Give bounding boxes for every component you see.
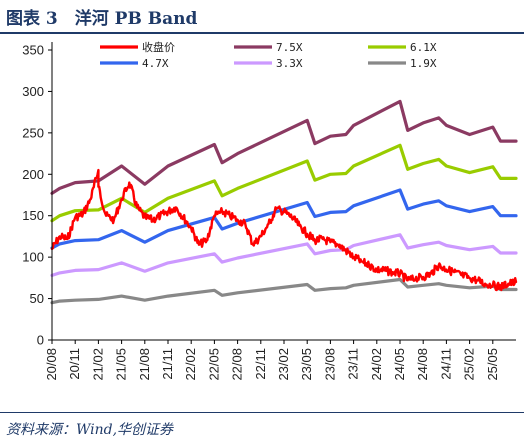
x-tick-label: 21/11 bbox=[160, 348, 175, 380]
source-note: 资料来源：Wind,华创证券 bbox=[6, 422, 174, 438]
series-6-1x-line bbox=[50, 143, 518, 223]
series-4-7x-line bbox=[50, 188, 518, 250]
x-tick-label: 22/05 bbox=[206, 348, 221, 381]
x-tick-label: 23/08 bbox=[322, 348, 337, 381]
x-tick-label: 24/05 bbox=[392, 348, 407, 381]
legend-4-7x-entry: 4.7X bbox=[100, 57, 169, 70]
title-divider bbox=[0, 32, 524, 34]
figure-title: 图表 3 洋河 PB Band bbox=[6, 9, 198, 29]
legend-label: 7.5X bbox=[276, 41, 303, 54]
series-7-5x-line bbox=[50, 99, 518, 195]
y-tick-label: 250 bbox=[22, 125, 44, 140]
x-tick-label: 21/05 bbox=[114, 348, 129, 381]
y-tick-label: 300 bbox=[22, 84, 44, 99]
legend-1-9x-entry: 1.9X bbox=[368, 57, 437, 70]
legend-price-entry: 收盘价 bbox=[100, 40, 175, 54]
legend-7-5x-entry: 7.5X bbox=[234, 41, 303, 54]
legend-label: 1.9X bbox=[410, 57, 437, 70]
legend-label: 收盘价 bbox=[142, 40, 175, 54]
x-tick-label: 22/08 bbox=[230, 348, 245, 381]
legend-label: 6.1X bbox=[410, 41, 437, 54]
x-tick-label: 23/05 bbox=[299, 348, 314, 381]
y-tick-label: 50 bbox=[30, 291, 44, 306]
x-tick-label: 24/11 bbox=[438, 348, 453, 380]
y-tick-label: 350 bbox=[22, 43, 44, 58]
source-divider bbox=[0, 412, 524, 413]
y-tick-label: 200 bbox=[22, 167, 44, 182]
x-tick-label: 22/11 bbox=[253, 348, 268, 380]
x-tick-label: 25/02 bbox=[462, 348, 477, 381]
series-3-3x-line bbox=[50, 233, 518, 277]
x-tick-label: 23/11 bbox=[346, 348, 361, 380]
legend-label: 4.7X bbox=[142, 57, 169, 70]
axes-layer: 0 50 100 150 200 250 300 350 20/08 20/11 21/02 21/0… bbox=[22, 42, 516, 381]
x-tick-label: 21/02 bbox=[90, 348, 105, 381]
legend: 收盘价 7.5X 6.1X 4.7X 3.3X 1.9X bbox=[100, 40, 437, 70]
x-tick-label: 22/02 bbox=[183, 348, 198, 381]
y-tick-label: 0 bbox=[37, 333, 44, 348]
x-tick-label: 23/02 bbox=[276, 348, 291, 381]
y-tick-label: 100 bbox=[22, 250, 44, 265]
series-layer bbox=[50, 99, 518, 305]
x-tick-label: 24/02 bbox=[369, 348, 384, 381]
y-tick-label: 150 bbox=[22, 208, 44, 223]
series-1-9x-line bbox=[50, 277, 518, 305]
x-tick-label: 24/08 bbox=[415, 348, 430, 381]
legend-3-3x-entry: 3.3X bbox=[234, 57, 303, 70]
series--line bbox=[50, 168, 518, 292]
x-tick-label: 25/05 bbox=[485, 348, 500, 381]
x-tick-label: 20/11 bbox=[67, 348, 82, 380]
legend-label: 3.3X bbox=[276, 57, 303, 70]
x-tick-label: 20/08 bbox=[44, 348, 59, 381]
x-tick-label: 21/08 bbox=[137, 348, 152, 381]
legend-6-1x-entry: 6.1X bbox=[368, 41, 437, 54]
